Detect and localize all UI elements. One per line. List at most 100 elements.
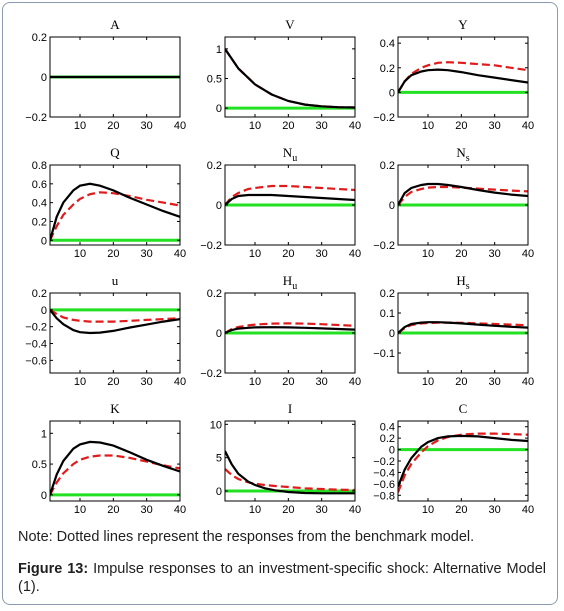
y-tick-label: 0.8 xyxy=(32,160,47,172)
y-tick-label: 0.2 xyxy=(380,433,395,445)
alternative-series-line xyxy=(225,48,355,109)
panel-title: Nu xyxy=(283,145,297,164)
caption-label: Figure 13: xyxy=(18,561,89,577)
panel-title-subscript: u xyxy=(292,281,297,292)
benchmark-series-line xyxy=(50,308,180,323)
plot-frame xyxy=(49,292,181,374)
panel-1: V 10 20 30 40 0 0.5 1 xyxy=(207,17,361,132)
y-tick-label: 0.2 xyxy=(380,160,395,172)
panel-title: u xyxy=(112,273,119,288)
y-tick-label: 0 xyxy=(216,486,222,498)
x-tick-label: 30 xyxy=(489,376,501,388)
x-tick-label: 30 xyxy=(316,248,328,260)
benchmark-series-line xyxy=(398,185,528,206)
y-tick-label: 0 xyxy=(216,328,222,340)
panel-title-subscript: s xyxy=(466,153,470,164)
x-tick-label: 10 xyxy=(422,504,434,516)
x-tick-label: 20 xyxy=(282,248,294,260)
y-tick-label: −0.4 xyxy=(25,339,47,351)
y-tick-label: 0 xyxy=(389,445,395,457)
x-tick-label: 40 xyxy=(174,376,186,388)
y-tick-label: 0 xyxy=(41,305,47,317)
benchmark-series-line xyxy=(225,468,355,492)
x-tick-label: 20 xyxy=(107,376,119,388)
panel-11: C 10 20 30 40 −0.8−0.6−0.4−0.200.20.4 xyxy=(373,401,534,516)
figure-frame xyxy=(2,2,558,605)
y-tick-label: 0.6 xyxy=(32,179,47,191)
panel-title: Q xyxy=(110,145,120,160)
y-tick-label: 0 xyxy=(389,328,395,340)
panel-title-subscript: s xyxy=(466,281,470,292)
x-tick-label: 20 xyxy=(455,120,467,132)
panel-5: Ns 10 20 30 40 −0.2 0 0.2 xyxy=(373,145,534,260)
y-tick-label: −0.4 xyxy=(373,467,395,479)
y-tick-label: 0.2 xyxy=(207,160,222,172)
panel-8: Hs 10 20 30 40 −0.1 0 0.1 0.2 xyxy=(373,273,534,388)
panel-4: Nu 10 20 30 40 −0.2 0 0.2 xyxy=(200,145,361,260)
y-tick-label: 0.4 xyxy=(380,422,395,434)
y-tick-label: −0.8 xyxy=(373,490,395,502)
y-tick-label: 0.4 xyxy=(32,198,47,210)
benchmark-series-line xyxy=(398,61,528,93)
y-tick-label: 0 xyxy=(41,72,47,84)
y-tick-label: 0.1 xyxy=(380,308,395,320)
x-tick-label: 30 xyxy=(489,248,501,260)
x-tick-label: 40 xyxy=(522,120,534,132)
benchmark-series-line xyxy=(398,432,528,493)
x-tick-label: 40 xyxy=(174,248,186,260)
x-tick-label: 40 xyxy=(522,248,534,260)
alternative-series-line xyxy=(398,182,528,206)
y-tick-label: 5 xyxy=(216,453,222,465)
alternative-series-line xyxy=(50,182,180,241)
y-tick-label: 0.2 xyxy=(207,288,222,300)
x-tick-label: 40 xyxy=(349,504,361,516)
x-tick-label: 20 xyxy=(455,248,467,260)
alternative-series-line xyxy=(225,326,355,335)
x-tick-label: 10 xyxy=(249,120,261,132)
x-tick-label: 20 xyxy=(455,376,467,388)
x-tick-label: 30 xyxy=(141,120,153,132)
y-tick-label: −0.2 xyxy=(25,322,47,334)
panel-title: Ns xyxy=(456,145,469,164)
x-tick-label: 20 xyxy=(107,248,119,260)
y-tick-label: −0.2 xyxy=(25,112,47,124)
panel-title-subscript: u xyxy=(292,153,297,164)
x-tick-label: 30 xyxy=(141,376,153,388)
y-tick-label: −0.6 xyxy=(373,479,395,491)
y-tick-label: 0 xyxy=(389,200,395,212)
x-tick-label: 10 xyxy=(249,248,261,260)
x-tick-label: 10 xyxy=(74,376,86,388)
x-tick-label: 30 xyxy=(316,120,328,132)
x-tick-label: 40 xyxy=(174,120,186,132)
x-tick-label: 10 xyxy=(422,120,434,132)
panel-2: Y 10 20 30 40 −0.2 0 0.2 0.4 xyxy=(373,17,534,132)
y-tick-label: −0.2 xyxy=(200,368,222,380)
benchmark-series-line xyxy=(225,184,355,206)
y-tick-label: 0.5 xyxy=(207,73,222,85)
x-tick-label: 30 xyxy=(316,376,328,388)
x-tick-label: 40 xyxy=(522,504,534,516)
plot-frame xyxy=(224,420,356,502)
plot-frame xyxy=(397,36,529,118)
panel-7: Hu 10 20 30 40 −0.2 0 0.2 xyxy=(200,273,361,388)
x-tick-label: 20 xyxy=(107,504,119,516)
alternative-series-line xyxy=(225,193,355,206)
y-tick-label: −0.6 xyxy=(25,355,47,367)
panel-title: Hu xyxy=(283,273,297,292)
x-tick-label: 40 xyxy=(522,376,534,388)
y-tick-label: 0.2 xyxy=(32,32,47,44)
panel-title: K xyxy=(110,401,120,416)
alternative-series-line xyxy=(50,309,180,335)
y-tick-label: 1 xyxy=(216,44,222,56)
y-tick-label: 0 xyxy=(216,200,222,212)
figure-caption: Figure 13: Impulse responses to an inves… xyxy=(18,560,546,596)
x-tick-label: 30 xyxy=(141,248,153,260)
plot-frame xyxy=(49,164,181,246)
y-tick-label: 0 xyxy=(41,235,47,247)
x-tick-label: 40 xyxy=(349,120,361,132)
x-tick-label: 10 xyxy=(74,120,86,132)
y-tick-label: 0 xyxy=(216,103,222,115)
x-tick-label: 20 xyxy=(455,504,467,516)
y-tick-label: −0.2 xyxy=(373,112,395,124)
